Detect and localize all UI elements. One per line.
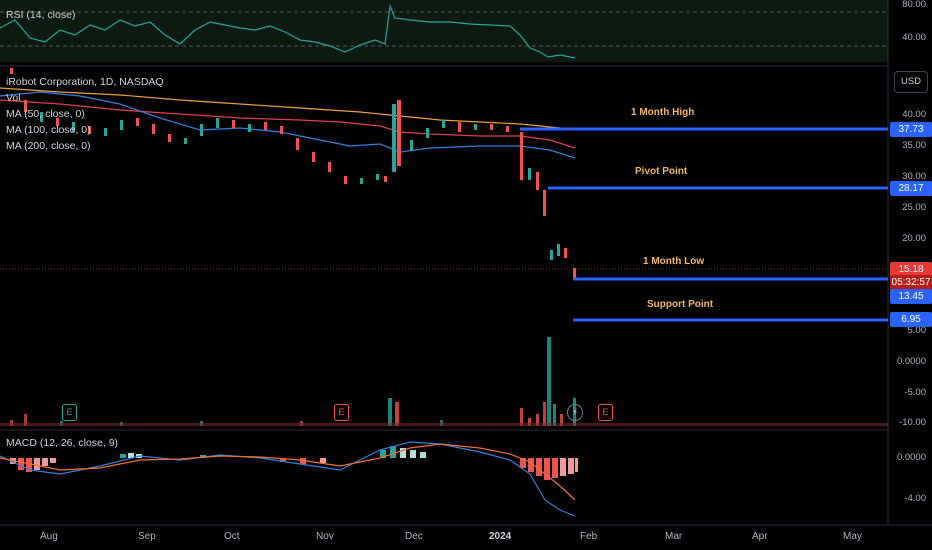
ma-200-line (0, 87, 576, 131)
earnings-marker-1[interactable]: E (62, 404, 77, 421)
rsi-label: RSI (14, close) (6, 9, 76, 21)
level-label-1-month-high: 1 Month High (631, 107, 695, 118)
time-tick-nov: Nov (316, 531, 334, 542)
legend-ma-100[interactable]: MA (100, close, 0) (6, 124, 91, 136)
macd-signal-line (0, 443, 576, 501)
legend-ma-50[interactable]: MA (50, close, 0) (6, 108, 85, 120)
rsi-pane-background (0, 0, 888, 62)
time-tick-sep: Sep (138, 531, 156, 542)
level-value-1-month-low: 13.45 (890, 289, 932, 304)
rsi-line (0, 3, 576, 59)
time-tick-may: May (843, 531, 862, 542)
vol-tick-minus-5: -5.00 (904, 387, 926, 398)
symbol-title[interactable]: iRobot Corporation, 1D, NASDAQ (6, 76, 164, 88)
level-value-support-point: 6.95 (890, 312, 932, 327)
ma-100-line (0, 99, 576, 149)
macd-label[interactable]: MACD (12, 26, close, 9) (6, 437, 119, 449)
lightning-icon[interactable]: ⚡ (567, 404, 583, 421)
volume-bars (0, 337, 888, 426)
vol-tick-5: 5.00 (907, 325, 927, 336)
time-tick-oct: Oct (224, 531, 240, 542)
price-tick-35: 35.00 (902, 140, 926, 151)
rsi-tick-80: 80.00 (902, 0, 926, 10)
price-candles (10, 68, 576, 278)
level-value-1-month-high: 37.73 (890, 122, 932, 137)
macd-tick-0: 0.0000 (896, 452, 926, 463)
legend-volume[interactable]: Vol (6, 92, 21, 104)
time-tick-feb: Feb (580, 531, 598, 542)
earnings-marker-3[interactable]: E (598, 404, 613, 421)
countdown-badge: 05:32:57 (890, 275, 932, 290)
macd-legend: MACD (12, 26, close, 9) (6, 435, 118, 451)
time-tick-dec: Dec (405, 531, 423, 542)
time-tick-apr: Apr (752, 531, 768, 542)
level-label-1-month-low: 1 Month Low (643, 256, 705, 267)
earnings-marker-2[interactable]: E (334, 404, 349, 421)
ma-50-line (0, 91, 576, 159)
legend-ma-200[interactable]: MA (200, close, 0) (6, 140, 91, 152)
last-price-badge: 15.18 (890, 262, 932, 277)
time-tick-mar: Mar (665, 531, 683, 542)
level-label-pivot-point: Pivot Point (635, 166, 688, 177)
level-value-pivot-point: 28.17 (890, 181, 932, 196)
price-tick-25: 25.00 (902, 202, 926, 213)
level-label-support-point: Support Point (647, 299, 714, 310)
main-legend: iRobot Corporation, 1D, NASDAQ Vol MA (5… (6, 74, 164, 154)
currency-button[interactable]: USD (894, 71, 928, 93)
macd-line (0, 441, 576, 517)
price-tick-30: 30.00 (902, 171, 926, 182)
price-tick-40: 40.00 (902, 109, 926, 120)
macd-tick-minus-4: -4.00 (904, 493, 926, 504)
vol-tick-minus-10: -10.00 (899, 417, 926, 428)
time-tick-2024: 2024 (489, 531, 512, 542)
rsi-tick-40: 40.00 (902, 32, 926, 43)
price-tick-20: 20.00 (902, 233, 926, 244)
rsi-legend: RSI (14, close) (6, 7, 75, 23)
time-tick-aug: Aug (40, 531, 58, 542)
vol-tick-0: 0.0000 (896, 356, 926, 367)
